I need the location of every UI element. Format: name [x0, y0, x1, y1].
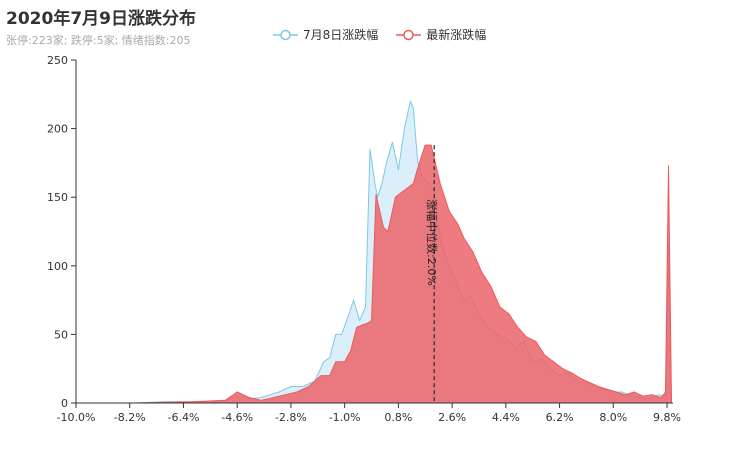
x-tick-label: -1.0%: [329, 411, 361, 424]
x-tick-label: 8.0%: [599, 411, 627, 424]
median-label: 涨幅中位数:2.0%: [425, 199, 439, 286]
x-tick-label: 2.6%: [438, 411, 466, 424]
series-area-1: [76, 145, 672, 403]
x-tick-label: -4.6%: [221, 411, 253, 424]
y-tick-label: 150: [47, 191, 68, 204]
x-tick-label: -6.4%: [167, 411, 199, 424]
x-tick-label: -8.2%: [114, 411, 146, 424]
x-tick-label: 9.8%: [653, 411, 681, 424]
legend-marker-latest: [396, 29, 422, 40]
y-tick-label: 200: [47, 123, 68, 136]
legend-item-latest[interactable]: 最新涨跌幅: [396, 26, 486, 43]
legend-label-latest: 最新涨跌幅: [426, 28, 487, 42]
legend-marker-prev: [273, 29, 298, 40]
legend-item-prev[interactable]: 7月8日涨跌幅: [273, 26, 378, 43]
x-tick-label: 4.4%: [492, 411, 520, 424]
x-tick-label: 6.2%: [546, 411, 574, 424]
y-tick-label: 250: [47, 54, 68, 67]
x-tick-label: -2.8%: [275, 411, 307, 424]
x-tick-label: 0.8%: [384, 411, 412, 424]
chart-subtitle: 张停:223家; 跌停:5家; 情绪指数:205: [6, 34, 191, 47]
chart-title: 2020年7月9日涨跌分布: [6, 9, 196, 29]
legend: 7月8日涨跌幅 最新涨跌幅: [273, 26, 486, 43]
series-line-1: [76, 144, 672, 404]
y-tick-label: 50: [54, 328, 68, 341]
legend-label-prev: 7月8日涨跌幅: [303, 28, 379, 42]
x-tick-label: -10.0%: [57, 411, 96, 424]
y-tick-label: 100: [47, 260, 68, 273]
y-tick-label: 0: [61, 397, 68, 410]
